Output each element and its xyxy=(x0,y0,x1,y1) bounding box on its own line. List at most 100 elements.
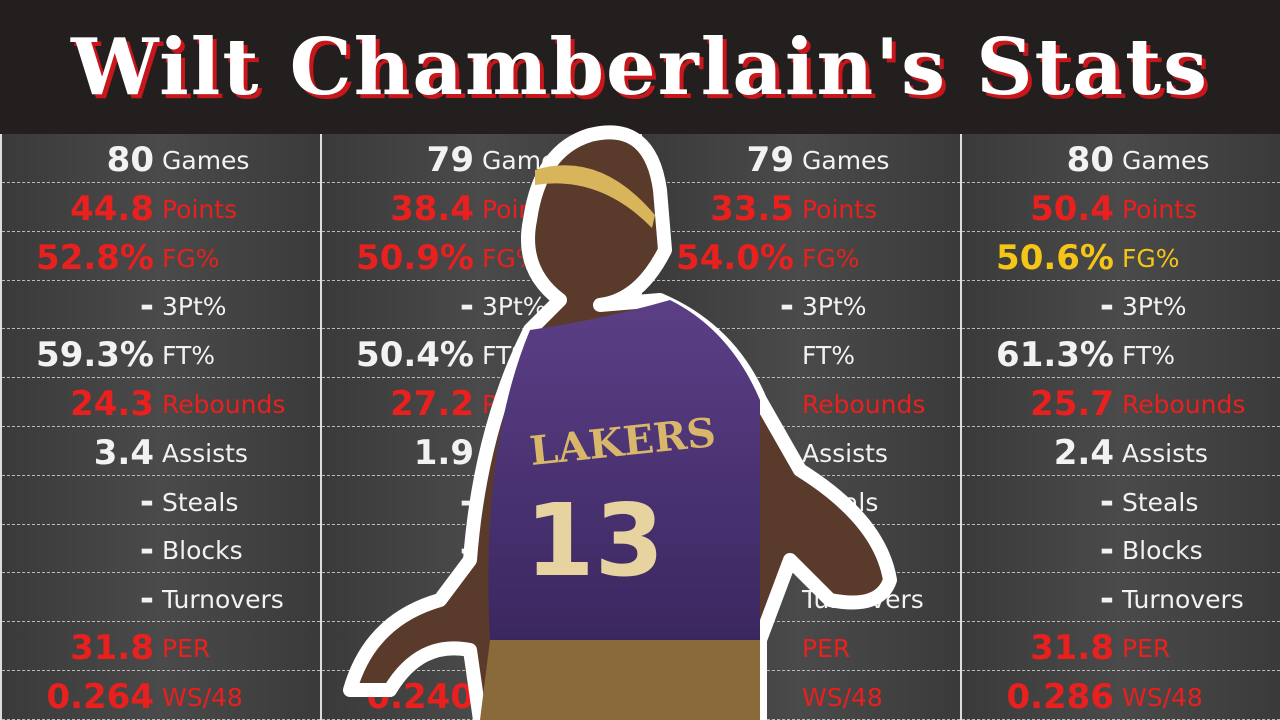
stat-row: WS/48 xyxy=(642,671,960,720)
stat-label: FG% xyxy=(162,243,220,273)
stat-row: Rebounds xyxy=(642,378,960,427)
svg-text:13: 13 xyxy=(525,482,664,599)
stat-label: 3Pt% xyxy=(1122,292,1187,322)
stat-value: - xyxy=(1099,286,1114,327)
stat-value: 38.4 xyxy=(390,188,474,229)
stat-label: Games xyxy=(802,146,890,175)
stat-row: FT% xyxy=(642,329,960,379)
stat-label: Blocks xyxy=(162,536,243,566)
stat-row: 79 Games xyxy=(642,134,960,183)
stat-value: 50.4 xyxy=(1030,188,1114,229)
stat-value: 3.4 xyxy=(93,432,154,473)
stat-label: Points xyxy=(162,194,238,224)
stat-value: - xyxy=(1099,579,1114,620)
stat-label: WS/48 xyxy=(1122,682,1203,712)
shorts xyxy=(480,640,760,720)
stat-label: FT% xyxy=(802,341,855,371)
jersey xyxy=(488,300,760,640)
stat-row: 59.3% FT% xyxy=(2,329,320,379)
stat-row: 44.8 Points xyxy=(2,183,320,232)
stat-value: - xyxy=(139,579,154,620)
stat-value: 50.9% xyxy=(356,237,474,278)
stat-label: Blocks xyxy=(1122,536,1203,566)
stat-value: 31.8 xyxy=(70,628,154,668)
stat-label: WS/48 xyxy=(802,682,883,712)
stat-value: 24.3 xyxy=(70,384,154,424)
title: Wilt Chamberlain's Stats xyxy=(70,21,1210,113)
stat-label: Assists xyxy=(162,438,248,468)
stat-row: 2.4 Assists xyxy=(962,427,1280,476)
stat-value: 44.8 xyxy=(70,188,154,229)
stat-value: 33.5 xyxy=(710,188,794,229)
stat-value: - xyxy=(779,286,794,327)
stat-label: Rebounds xyxy=(802,390,926,419)
title-bar: Wilt Chamberlain's Stats xyxy=(0,0,1280,134)
stat-row: 80 Games xyxy=(2,134,320,183)
stat-label: FG% xyxy=(1122,243,1180,273)
stat-value: 0.286 xyxy=(1006,676,1114,717)
stat-label: FT% xyxy=(162,341,215,371)
stat-value: 27.2 xyxy=(390,384,474,424)
stat-label: PER xyxy=(162,634,211,663)
stat-label: PER xyxy=(1122,634,1171,663)
stat-value: 80 xyxy=(106,140,154,180)
stat-label: Steals xyxy=(1122,487,1199,517)
stat-row: PER xyxy=(642,622,960,671)
stat-row: 80 Games xyxy=(962,134,1280,183)
stat-value: 50.4% xyxy=(356,335,474,376)
stat-label: FG% xyxy=(802,243,860,273)
stat-row: 3.4 Assists xyxy=(2,427,320,476)
stat-row: -Turnovers xyxy=(2,573,320,623)
stat-row: 50.4 Points xyxy=(962,183,1280,232)
stat-value: 54.0% xyxy=(676,237,794,278)
stat-value: 31.8 xyxy=(1030,628,1114,668)
stat-label: FT% xyxy=(1122,341,1175,371)
stat-row: 31.8 PER xyxy=(962,622,1280,671)
stat-label: Rebounds xyxy=(1122,390,1246,419)
stat-value: 80 xyxy=(1066,140,1114,180)
stat-row: -Steals xyxy=(2,476,320,525)
stat-column: 80 Games 44.8 Points 52.8% FG% -3Pt% 59.3% FT% 24… xyxy=(0,134,320,720)
stat-label: Assists xyxy=(802,438,888,468)
stat-row: 50.6% FG% xyxy=(962,232,1280,281)
stat-row: 31.8 PER xyxy=(2,622,320,671)
stat-label: Turnovers xyxy=(1122,585,1244,615)
stat-label: Points xyxy=(1122,194,1198,224)
stat-row: -Steals xyxy=(962,476,1280,525)
stat-value: - xyxy=(1099,530,1114,571)
headband xyxy=(535,165,655,228)
stat-value: - xyxy=(139,481,154,522)
stat-row: 24.3 Rebounds xyxy=(2,378,320,427)
stat-row: 50.9% FG% xyxy=(322,232,640,281)
stat-row: -3Pt% xyxy=(2,280,320,330)
stat-row: 0.264 WS/48 xyxy=(2,671,320,720)
stat-row: -Blocks xyxy=(962,524,1280,574)
stat-column: 80 Games 50.4 Points 50.6% FG% -3Pt% 61.3% FT% 25… xyxy=(960,134,1280,720)
stat-row: 25.7 Rebounds xyxy=(962,378,1280,427)
stat-value: 52.8% xyxy=(36,237,154,278)
stat-value: 79 xyxy=(746,140,794,180)
stat-row: 33.5 Points xyxy=(642,183,960,232)
stat-row: -3Pt% xyxy=(962,280,1280,330)
stat-row: 61.3% FT% xyxy=(962,329,1280,379)
stat-value: 25.7 xyxy=(1030,384,1114,424)
stat-value: 1.9 xyxy=(413,432,474,473)
stat-label: WS/48 xyxy=(162,682,243,712)
stat-row: 0.286 WS/48 xyxy=(962,671,1280,720)
stat-label: Turnovers xyxy=(162,585,284,615)
stat-label: Games xyxy=(162,146,250,175)
stat-row: 52.8% FG% xyxy=(2,232,320,281)
stat-label: Steals xyxy=(162,487,239,517)
stat-value: 79 xyxy=(426,140,474,180)
stat-row: 54.0% FG% xyxy=(642,232,960,281)
stat-value: 59.3% xyxy=(36,335,154,376)
stat-value: - xyxy=(139,530,154,571)
stat-label: Games xyxy=(1122,146,1210,175)
stat-value: - xyxy=(459,286,474,327)
stat-value: 50.6% xyxy=(996,237,1114,278)
stat-label: PER xyxy=(802,634,851,663)
stat-label: 3Pt% xyxy=(802,292,867,322)
stat-value: - xyxy=(139,286,154,327)
